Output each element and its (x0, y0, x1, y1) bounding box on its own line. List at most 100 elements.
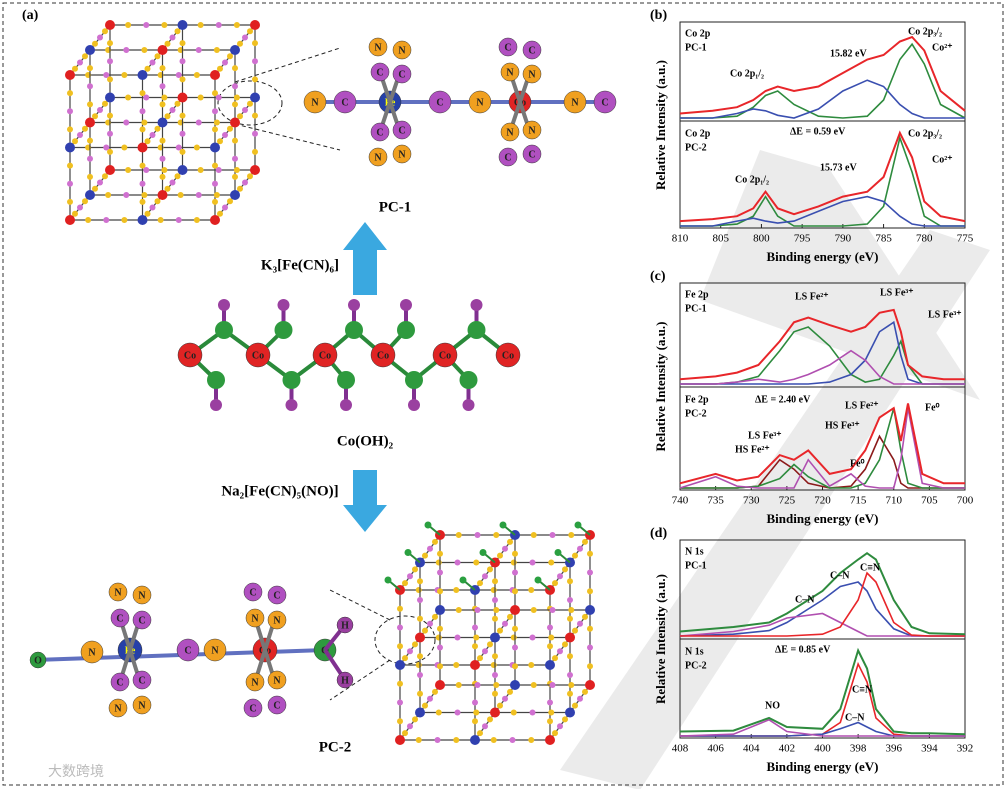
lattice-node (177, 165, 188, 175)
annotation: Fe⁰ (850, 458, 865, 469)
pc2-label: PC-2 (319, 739, 352, 755)
lattice-dot (497, 702, 503, 709)
lattice-dot (85, 217, 92, 223)
lattice-dot (549, 607, 556, 613)
lattice-node (435, 605, 445, 615)
annotation: Fe⁰ (925, 402, 940, 413)
lattice-dot (497, 627, 503, 634)
lattice-dot (123, 192, 130, 198)
lattice-dot (493, 532, 500, 538)
lattice-dot (92, 40, 98, 47)
annotation: ΔE = 2.40 eV (755, 394, 811, 405)
lattice-dot (427, 620, 433, 627)
atom-label: N (88, 647, 96, 658)
lattice-dot (587, 644, 593, 651)
lattice-dot (197, 167, 204, 173)
atom (177, 342, 203, 368)
atom (108, 698, 128, 718)
spectrum-line (680, 661, 965, 737)
lattice-dot (472, 624, 478, 631)
atom-label: N (374, 152, 382, 163)
atom-label: Co (377, 350, 389, 361)
lattice-dot (161, 94, 168, 101)
atom-label: Co (252, 350, 264, 361)
lattice-dot (193, 217, 200, 223)
lattice-node (177, 92, 188, 103)
lattice-dot (212, 90, 218, 97)
x-tick-label: 715 (850, 495, 867, 507)
lattice-dot (97, 179, 103, 186)
lattice-dot (473, 634, 480, 641)
lattice-dot (87, 65, 93, 72)
atom-label: C (504, 152, 511, 163)
lattice-dot (174, 173, 181, 180)
lattice-dot (179, 76, 186, 83)
lattice-node (157, 190, 168, 200)
lattice-dot (572, 552, 578, 559)
atom-label: N (476, 97, 484, 108)
lattice-dot (587, 569, 593, 576)
annotation: LS Fe³⁺ (880, 287, 914, 298)
lattice-dot (572, 702, 578, 709)
lattice-node (510, 680, 520, 690)
atom (110, 672, 130, 692)
x-tick-label: 700 (957, 495, 974, 507)
x-tick-label: 790 (835, 233, 852, 245)
lattice-dot (427, 695, 433, 702)
lattice-dot (415, 662, 422, 668)
lattice-dot (195, 119, 202, 126)
annotation: LS Fe²⁺ (795, 291, 829, 302)
lattice-dot (212, 162, 218, 169)
ligand-dot (424, 521, 432, 529)
ligand-dot (574, 521, 582, 529)
lattice-dot (233, 167, 240, 173)
lattice-dot (437, 625, 443, 632)
lattice-dot (552, 730, 558, 737)
lattice-dot (197, 94, 204, 101)
lattice-dot (397, 605, 403, 612)
lattice-dot (175, 217, 182, 223)
lattice-dot (67, 162, 73, 169)
zoom-lines (329, 589, 391, 701)
lattice-dot (473, 559, 480, 566)
spectrum-line (679, 647, 966, 736)
lattice-dot (213, 47, 220, 53)
lattice-dot (492, 597, 498, 603)
lattice-node (490, 632, 500, 643)
lattice-dot (82, 53, 88, 60)
lattice-dot (252, 130, 258, 137)
atom-label: C (341, 97, 348, 108)
lattice-dot (237, 40, 243, 47)
lattice-dot (164, 40, 171, 47)
x-tick-label: 795 (794, 233, 811, 245)
lattice-dot (161, 167, 168, 173)
atom (563, 90, 587, 114)
lattice-node (65, 142, 75, 153)
annotation: PC-2 (685, 142, 707, 153)
lattice-dot (422, 702, 428, 709)
atom (336, 616, 354, 634)
lattice-dot (82, 125, 88, 132)
lattice-dot (587, 663, 593, 670)
lattice-dot (568, 532, 575, 538)
spectrum-line (679, 551, 966, 636)
annotation: LS Fe²⁺ (845, 400, 879, 411)
spectrum-line (679, 308, 965, 381)
lattice-dot (227, 198, 233, 205)
lattice-node (250, 165, 260, 175)
lattice-dot (179, 58, 186, 65)
atom-label: O (34, 655, 42, 666)
ligand-dot (554, 549, 562, 556)
lattice-node (210, 215, 220, 225)
lattice-dot (212, 108, 218, 115)
lattice-dot (567, 672, 573, 678)
lattice-node (85, 45, 95, 55)
lattice-dot (587, 550, 593, 557)
annotation: LS Fe³⁺ (928, 309, 962, 320)
lattice-dot (72, 210, 78, 217)
lattice-dot (482, 648, 488, 655)
lattice-dot (528, 662, 535, 668)
atom-label: C (116, 677, 123, 688)
lattice-dot (548, 559, 555, 566)
lattice-dot (437, 663, 443, 670)
